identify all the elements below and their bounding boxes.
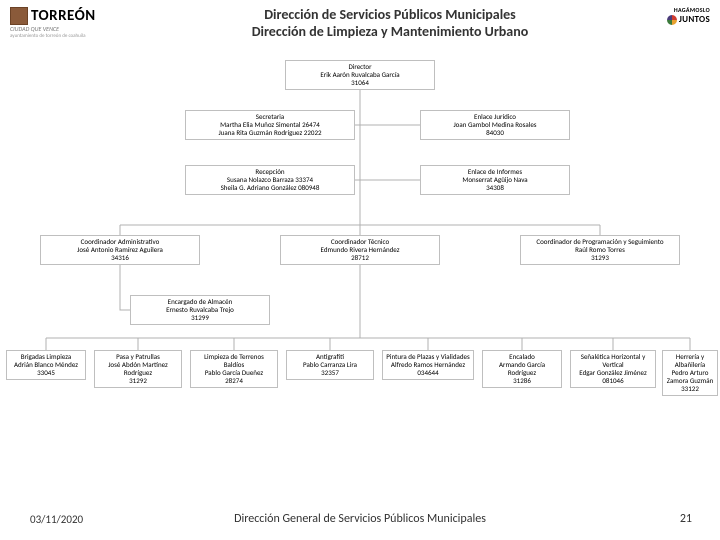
logo-left-icon — [10, 7, 28, 25]
node-director: DirectorErik Aarón Ruvalcaba García31064 — [285, 60, 435, 90]
footer-center: Dirección General de Servicios Públicos … — [0, 512, 720, 526]
footer-page: 21 — [680, 512, 692, 526]
logo-left: TORREÓN CIUDAD QUE VENCE ayuntamiento de… — [10, 6, 150, 39]
header: TORREÓN CIUDAD QUE VENCE ayuntamiento de… — [0, 0, 720, 42]
node-coord_prog: Coordinador de Programación y Seguimient… — [520, 235, 680, 265]
org-chart-lines — [0, 50, 720, 490]
logo-right-line1: HAGÁMOSLO — [630, 6, 710, 14]
node-secretaria: SecretariaMartha Elia Muñoz Simental 264… — [185, 110, 355, 140]
node-enlace_inf: Enlace de InformesMonserrat Agüijo Nava3… — [420, 165, 570, 195]
node-b7: Señalética Horizontal y VerticalEdgar Go… — [570, 350, 656, 388]
logo-right: HAGÁMOSLO JUNTOS — [630, 6, 710, 25]
node-b8: Herrería y AlbañileríaPedro Arturo Zamor… — [662, 350, 718, 396]
logo-left-title: TORREÓN — [31, 7, 96, 25]
node-b1: Brigadas LimpiezaAdrián Blanco Méndez 33… — [6, 350, 86, 380]
logo-right-icon — [667, 15, 677, 25]
node-coord_tec: Coordinador TécnicoEdmundo Rivera Hernán… — [280, 235, 440, 265]
page-title: Dirección de Servicios Públicos Municipa… — [150, 6, 630, 40]
node-almacen: Encargado de AlmacénErnesto Ruvalcaba Tr… — [130, 295, 270, 325]
node-recepcion: RecepciónSusana Nolazco Barraza 33374She… — [185, 165, 355, 195]
logo-left-tiny: ayuntamiento de torreón de coahuila — [10, 33, 150, 39]
node-b3: Limpieza de Terrenos BaldíosPablo García… — [190, 350, 278, 388]
node-b2: Pasa y PatrullasJosé Abdón Martínez Rodr… — [94, 350, 182, 388]
node-coord_admin: Coordinador AdministrativoJosé Antonio R… — [40, 235, 200, 265]
logo-left-subtitle: CIUDAD QUE VENCE — [10, 25, 150, 33]
node-enlace_jur: Enlace JurídicoJoan Gambol Medina Rosale… — [420, 110, 570, 140]
title-line-2: Dirección de Limpieza y Mantenimiento Ur… — [150, 23, 630, 40]
title-line-1: Dirección de Servicios Públicos Municipa… — [150, 6, 630, 23]
node-b5: Pintura de Plazas y VialidadesAlfredo Ra… — [382, 350, 474, 380]
node-b6: EncaladoArmando García Rodríguez31286 — [482, 350, 562, 388]
logo-right-line2: JUNTOS — [679, 14, 710, 25]
node-b4: AntigrafitiPablo Carranza Lira32357 — [286, 350, 374, 380]
